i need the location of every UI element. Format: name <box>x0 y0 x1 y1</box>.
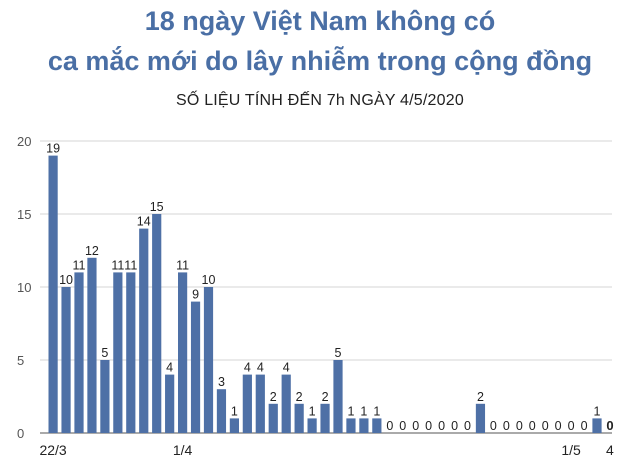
data-label: 11 <box>111 258 124 272</box>
bar <box>216 389 227 433</box>
bar <box>333 360 343 433</box>
bar <box>346 418 356 433</box>
data-label: 0 <box>425 419 432 433</box>
bar <box>320 403 330 433</box>
x-tick-label: 4 <box>606 442 614 458</box>
bar <box>87 257 97 433</box>
y-tick-label: 15 <box>17 207 31 222</box>
bar <box>61 287 71 433</box>
bar <box>255 374 265 433</box>
data-label: 14 <box>137 215 151 229</box>
data-label: 15 <box>150 200 164 214</box>
bar <box>475 403 486 433</box>
data-label: 5 <box>335 346 342 360</box>
bar <box>307 418 317 433</box>
data-label: 0 <box>399 419 406 433</box>
data-label: 2 <box>322 390 329 404</box>
data-label: 0 <box>581 419 588 433</box>
bar <box>229 418 239 433</box>
bar <box>242 374 252 433</box>
data-label: 1 <box>373 404 380 418</box>
data-label: 1 <box>347 404 354 418</box>
bar <box>359 418 369 433</box>
data-label: 0 <box>490 419 497 433</box>
data-label: 2 <box>270 390 277 404</box>
data-label: 11 <box>124 258 137 272</box>
bar <box>48 155 58 433</box>
data-label: 4 <box>244 361 251 375</box>
data-label: 2 <box>477 390 484 404</box>
bar <box>190 301 201 433</box>
data-label: 19 <box>46 142 60 156</box>
data-label: 0 <box>568 419 575 433</box>
bar <box>100 360 110 433</box>
data-label: 9 <box>192 288 199 302</box>
chart-title-line-1: 18 ngày Việt Nam không có <box>144 6 496 36</box>
data-label: 0 <box>516 419 523 433</box>
bar <box>203 287 214 433</box>
data-label: 0 <box>503 419 510 433</box>
bar <box>592 418 602 433</box>
bar <box>281 374 291 433</box>
chart-subtitle: SỐ LIỆU TÍNH ĐẾN 7h NGÀY 4/5/2020 <box>176 92 464 109</box>
data-label: 0 <box>412 419 419 433</box>
y-tick-label: 0 <box>17 426 24 441</box>
bar <box>126 272 136 433</box>
data-label: 0 <box>451 419 458 433</box>
data-label: 4 <box>257 361 264 375</box>
data-label: 3 <box>218 375 225 389</box>
data-label: 0 <box>438 419 445 433</box>
data-label: 2 <box>296 390 303 404</box>
x-tick-label: 22/3 <box>39 442 66 458</box>
x-tick-label: 1/5 <box>561 442 581 458</box>
data-label: 12 <box>85 244 99 258</box>
data-label: 11 <box>176 258 189 272</box>
data-label: 0 <box>555 419 562 433</box>
data-label: 1 <box>309 404 316 418</box>
bar <box>152 214 162 433</box>
data-label: 10 <box>202 273 216 287</box>
y-tick-label: 10 <box>17 280 31 295</box>
bar <box>113 272 123 433</box>
data-label: 11 <box>73 258 86 272</box>
y-tick-label: 20 <box>17 134 31 149</box>
bar <box>294 403 304 433</box>
data-label: 4 <box>283 361 290 375</box>
data-label: 1 <box>231 404 238 418</box>
x-tick-label: 1/4 <box>173 442 193 458</box>
bar <box>268 403 278 433</box>
y-tick-label: 5 <box>17 353 24 368</box>
data-label: 1 <box>594 404 601 418</box>
data-label: 0 <box>386 419 393 433</box>
bar <box>178 272 188 433</box>
data-label: 1 <box>360 404 367 418</box>
chart-title-line-2: ca mắc mới do lây nhiễm trong cộng đồng <box>47 46 593 76</box>
bar <box>165 374 175 433</box>
data-label: 4 <box>166 361 173 375</box>
bar <box>372 418 382 433</box>
data-label: 5 <box>101 346 108 360</box>
data-label: 10 <box>59 273 73 287</box>
data-label: 0 <box>529 419 536 433</box>
data-label: 0 <box>606 418 613 433</box>
data-label: 0 <box>464 419 471 433</box>
data-label: 0 <box>542 419 549 433</box>
bar <box>74 272 84 433</box>
bar <box>139 228 149 433</box>
